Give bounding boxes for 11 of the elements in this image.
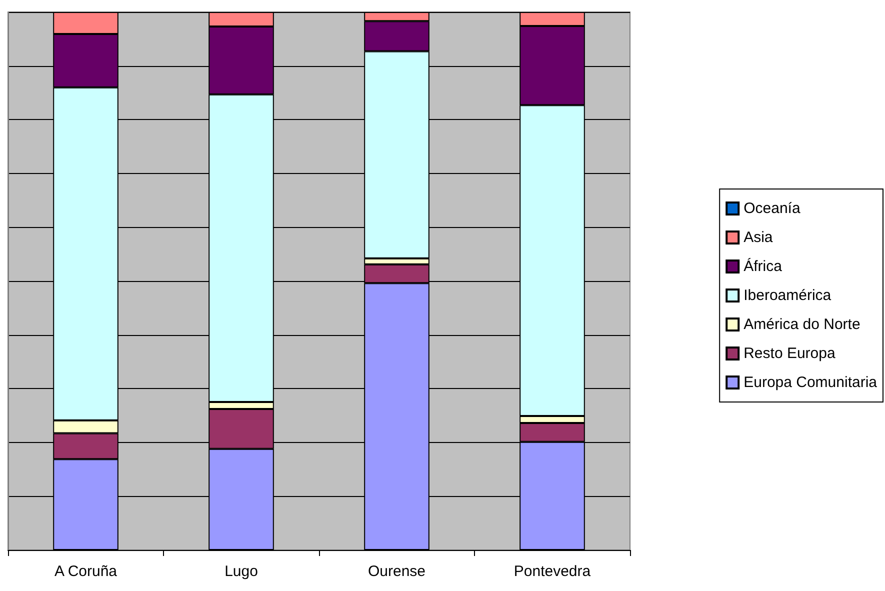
x-tick-label: Pontevedra <box>514 563 592 580</box>
legend-label: África <box>744 257 783 275</box>
x-tick-label: Lugo <box>224 563 258 580</box>
legend-label: Europa Comunitaria <box>744 374 878 391</box>
legend-label: Iberoamérica <box>744 287 832 304</box>
x-tick-label: Ourense <box>368 563 426 580</box>
legend-label: Asia <box>744 229 774 246</box>
legend-label: Oceanía <box>744 200 801 217</box>
x-tick-label: A Coruña <box>54 563 118 580</box>
legend-label: América do Norte <box>744 316 860 333</box>
legend-label: Resto Europa <box>744 345 836 362</box>
